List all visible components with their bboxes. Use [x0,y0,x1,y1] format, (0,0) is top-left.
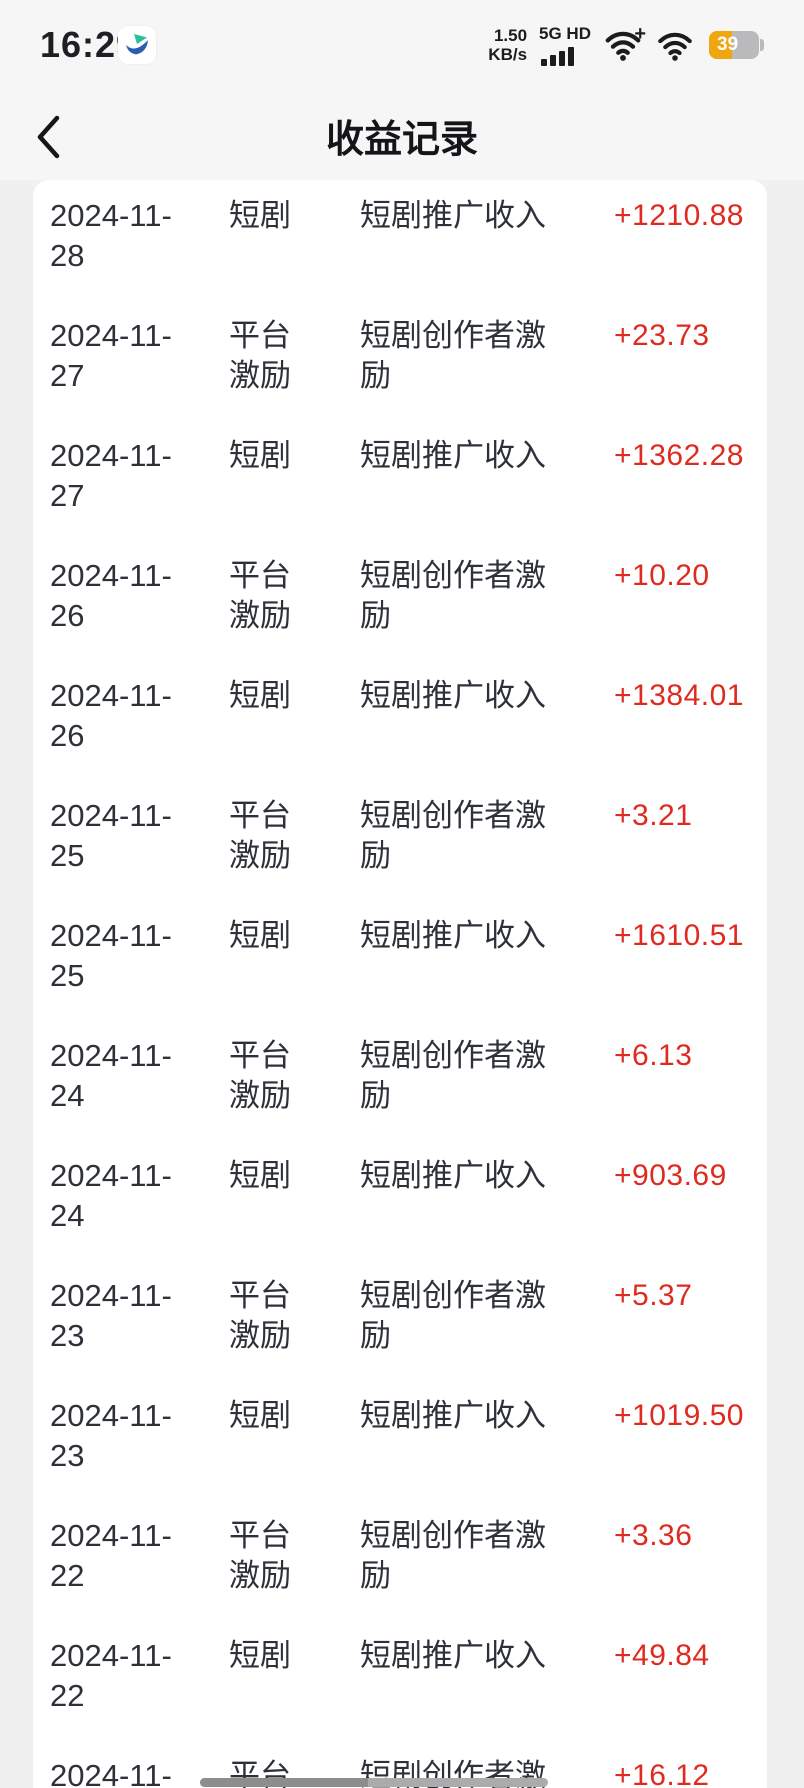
record-type: 短剧 [229,1158,291,1193]
notification-app-icon [118,26,156,64]
earnings-record-row[interactable]: 2024-11-26 短剧 短剧推广收入 +1384.01 [33,676,767,796]
earnings-record-row[interactable]: 2024-11-22 平台激励 短剧创作者激励 +3.36 [33,1516,767,1636]
record-description: 短剧创作者激励 [360,798,546,873]
record-type: 短剧 [229,438,291,473]
earnings-record-row[interactable]: 2024-11-23 短剧 短剧推广收入 +1019.50 [33,1396,767,1516]
record-description: 短剧创作者激励 [360,318,546,393]
record-date: 2024-11-27 [50,438,172,513]
status-bar: 16:29 1.50 KB/s 5G HD [0,0,804,90]
record-type: 短剧 [229,198,291,233]
network-speed-unit: KB/s [488,45,528,64]
record-amount: +1019.50 [614,1399,744,1432]
record-description: 短剧创作者激励 [360,1278,546,1353]
video-progress-played [200,1778,368,1787]
record-amount: +3.21 [614,799,693,832]
battery-fill [709,31,732,59]
record-date: 2024-11-25 [50,798,172,873]
record-description: 短剧创作者激励 [360,1518,546,1593]
network-speed-text: 1.50 KB/s [488,26,527,64]
app-logo-swoosh-icon [126,34,148,55]
earnings-record-row[interactable]: 2024-11-24 平台激励 短剧创作者激励 +6.13 [33,1036,767,1156]
record-description: 短剧创作者激励 [360,1038,546,1113]
earnings-record-row[interactable]: 2024-11-25 平台激励 短剧创作者激励 +3.21 [33,796,767,916]
record-description: 短剧推广收入 [360,1158,546,1193]
record-date: 2024-11-23 [50,1278,172,1353]
earnings-record-row[interactable]: 2024-11-27 平台激励 短剧创作者激励 +23.73 [33,316,767,436]
record-description: 短剧推广收入 [360,678,546,713]
earnings-record-row[interactable]: 2024-11-26 平台激励 短剧创作者激励 +10.20 [33,556,767,676]
record-amount: +10.20 [614,559,710,592]
record-type: 平台激励 [229,798,291,873]
record-description: 短剧推广收入 [360,198,546,233]
record-amount: +1384.01 [614,679,744,712]
record-description: 短剧推广收入 [360,918,546,953]
cellular-signal: 5G HD [539,23,591,66]
record-description: 短剧创作者激励 [360,558,546,633]
battery-percent-text: 39 [717,34,739,55]
record-type: 平台激励 [229,558,291,633]
video-progress-bar[interactable] [200,1778,548,1787]
record-type: 短剧 [229,918,291,953]
page-title: 收益记录 [325,118,478,161]
plus-glyph: + [634,23,646,45]
record-amount: +5.37 [614,1279,693,1312]
record-date: 2024-11-24 [50,1038,172,1113]
record-date: 2024-11-28 [50,198,172,273]
battery-nub [760,39,764,51]
record-amount: +1210.88 [614,199,744,232]
status-bar-right-cluster: 1.50 KB/s 5G HD + [488,0,764,90]
record-date: 2024-11-26 [50,678,172,753]
network-type-text: 5G HD [539,23,591,43]
record-date: 2024-11-22 [50,1638,172,1713]
record-date: 2024-11-21 [50,1758,172,1788]
record-amount: +1362.28 [614,439,744,472]
back-button[interactable] [26,112,70,162]
record-amount: +903.69 [614,1159,727,1192]
earnings-record-row[interactable]: 2024-11-27 短剧 短剧推广收入 +1362.28 [33,436,767,556]
wifi-icon [655,26,695,64]
record-date: 2024-11-26 [50,558,172,633]
record-amount: +1610.51 [614,919,744,952]
record-date: 2024-11-22 [50,1518,172,1593]
network-speed-value: 1.50 [493,26,528,45]
record-amount: +16.12 [614,1759,710,1788]
wifi-plus-icon: + [603,23,646,64]
record-type: 平台激励 [229,1038,291,1113]
record-amount: +49.84 [614,1639,710,1672]
earnings-record-row[interactable]: 2024-11-22 短剧 短剧推广收入 +49.84 [33,1636,767,1756]
record-description: 短剧推广收入 [360,438,546,473]
record-type: 平台激励 [229,1518,291,1593]
record-type: 短剧 [229,1638,291,1673]
earnings-record-row[interactable]: 2024-11-24 短剧 短剧推广收入 +903.69 [33,1156,767,1276]
nav-bar: 收益记录 [0,90,804,180]
earnings-record-row[interactable]: 2024-11-25 短剧 短剧推广收入 +1610.51 [33,916,767,1036]
record-date: 2024-11-23 [50,1398,172,1473]
record-type: 短剧 [229,1398,291,1433]
signal-bars-icon [541,46,575,66]
record-amount: +3.36 [614,1519,693,1552]
earnings-list: 2024-11-28 短剧 短剧推广收入 +1210.88 2024-11-27… [33,180,767,1788]
earnings-record-row[interactable]: 2024-11-23 平台激励 短剧创作者激励 +5.37 [33,1276,767,1396]
chevron-left-icon [37,115,60,159]
record-date: 2024-11-27 [50,318,172,393]
record-type: 平台激励 [229,1278,291,1353]
battery-icon: 39 [707,31,764,59]
record-type: 平台激励 [229,318,291,393]
record-amount: +6.13 [614,1039,693,1072]
record-type: 短剧 [229,678,291,713]
record-date: 2024-11-24 [50,1158,172,1233]
record-description: 短剧推广收入 [360,1638,546,1673]
record-amount: +23.73 [614,319,710,352]
earnings-record-row[interactable]: 2024-11-28 短剧 短剧推广收入 +1210.88 [33,196,767,316]
record-date: 2024-11-25 [50,918,172,993]
record-description: 短剧推广收入 [360,1398,546,1433]
